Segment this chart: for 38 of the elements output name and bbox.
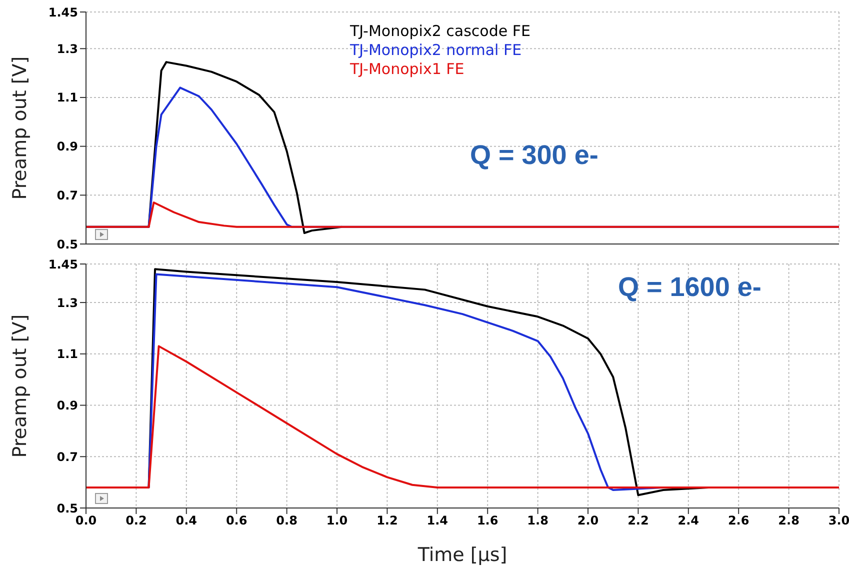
y-tick-label: 0.7 — [56, 188, 78, 202]
x-tick-label: 2.6 — [728, 514, 750, 528]
y-tick-label: 1.3 — [56, 296, 78, 310]
y-tick-label: 1.1 — [56, 347, 78, 362]
x-tick-label: 0.6 — [226, 514, 248, 528]
y-axis-title: Preamp out [V] — [9, 314, 31, 458]
text: TJ-Monopix2 cascode FE — [350, 22, 530, 41]
x-tick-label: 0.8 — [276, 514, 298, 528]
y-tick-label: 1.45 — [48, 5, 78, 20]
y-tick-label: 0.7 — [56, 450, 78, 464]
y-tick-label: 0.9 — [56, 140, 78, 154]
x-tick-label: 2.2 — [628, 514, 649, 528]
y-tick-label: 1.45 — [48, 257, 78, 272]
y-tick-label: 1.1 — [56, 90, 78, 105]
line-series — [86, 345, 839, 488]
x-tick-label: 0.2 — [126, 514, 147, 528]
y-tick-label: 0.9 — [56, 398, 78, 413]
text: TJ-Monopix1 FE — [350, 60, 466, 79]
x-tick-label: 0.4 — [176, 514, 198, 528]
x-tick-label: 1.6 — [476, 514, 498, 528]
y-tick-label: 0.5 — [56, 501, 78, 516]
y-tick-label: 0.5 — [56, 237, 78, 252]
x-axis-title: Time [μs] — [418, 544, 508, 566]
y-axis-title: Preamp out [V] — [9, 56, 31, 200]
x-tick-label: 0.0 — [75, 514, 97, 528]
line-series — [86, 201, 839, 228]
x-tick-label: 3.0 — [828, 514, 849, 528]
annotation: Q = 1600 e- — [618, 272, 762, 303]
x-tick-label: 1.2 — [376, 514, 398, 528]
x-tick-label: 1.8 — [527, 514, 548, 528]
x-tick-label: 2.0 — [577, 514, 599, 528]
x-tick-label: 2.4 — [678, 514, 700, 528]
annotation: Q = 300 e- — [470, 140, 598, 171]
x-tick-label: 1.0 — [326, 514, 348, 528]
y-tick-label: 1.3 — [56, 42, 78, 56]
x-tick-label: 1.4 — [426, 514, 448, 528]
x-tick-label: 2.8 — [778, 514, 800, 528]
text: TJ-Monopix2 normal FE — [350, 41, 523, 60]
